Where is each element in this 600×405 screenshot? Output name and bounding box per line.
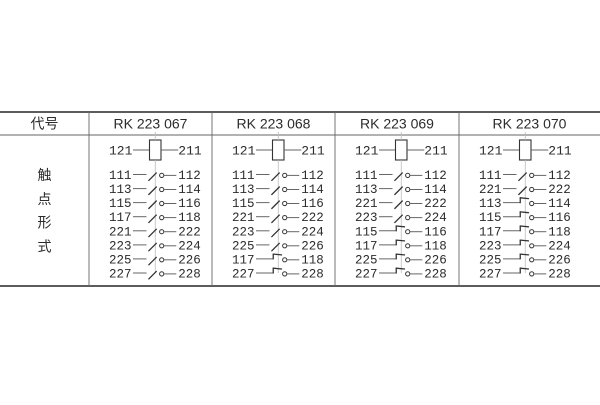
svg-text:221: 221 bbox=[109, 225, 132, 239]
svg-text:114: 114 bbox=[301, 183, 324, 197]
svg-text:112: 112 bbox=[424, 169, 447, 183]
svg-text:226: 226 bbox=[301, 239, 324, 253]
svg-text:228: 228 bbox=[301, 268, 324, 282]
svg-text:113: 113 bbox=[232, 183, 255, 197]
svg-text:代号: 代号 bbox=[31, 116, 59, 132]
svg-text:式: 式 bbox=[38, 238, 52, 254]
svg-text:211: 211 bbox=[424, 144, 448, 159]
svg-text:226: 226 bbox=[548, 253, 571, 267]
svg-text:224: 224 bbox=[301, 225, 324, 239]
svg-text:115: 115 bbox=[232, 197, 255, 211]
svg-text:223: 223 bbox=[355, 211, 378, 225]
svg-text:211: 211 bbox=[548, 144, 572, 159]
svg-text:222: 222 bbox=[424, 197, 447, 211]
svg-text:112: 112 bbox=[178, 169, 201, 183]
svg-text:222: 222 bbox=[178, 225, 201, 239]
svg-text:113: 113 bbox=[109, 183, 132, 197]
svg-text:224: 224 bbox=[178, 239, 201, 253]
svg-text:RK 223 069: RK 223 069 bbox=[360, 116, 434, 132]
svg-text:223: 223 bbox=[479, 239, 502, 253]
svg-text:121: 121 bbox=[109, 144, 133, 159]
svg-text:223: 223 bbox=[109, 239, 132, 253]
svg-text:117: 117 bbox=[479, 225, 502, 239]
svg-text:226: 226 bbox=[424, 253, 447, 267]
svg-text:225: 225 bbox=[232, 239, 255, 253]
svg-text:111: 111 bbox=[479, 169, 502, 183]
svg-text:225: 225 bbox=[109, 253, 132, 267]
svg-text:228: 228 bbox=[424, 268, 447, 282]
svg-text:113: 113 bbox=[479, 197, 502, 211]
svg-text:221: 221 bbox=[479, 183, 502, 197]
svg-text:225: 225 bbox=[479, 253, 502, 267]
svg-text:227: 227 bbox=[479, 268, 502, 282]
svg-text:115: 115 bbox=[109, 197, 132, 211]
svg-text:118: 118 bbox=[301, 253, 324, 267]
svg-text:117: 117 bbox=[109, 211, 132, 225]
svg-text:116: 116 bbox=[178, 197, 201, 211]
svg-text:226: 226 bbox=[178, 253, 201, 267]
svg-text:115: 115 bbox=[355, 225, 378, 239]
svg-text:225: 225 bbox=[355, 253, 378, 267]
svg-text:形: 形 bbox=[38, 215, 52, 231]
svg-text:121: 121 bbox=[479, 144, 503, 159]
svg-text:115: 115 bbox=[479, 211, 502, 225]
svg-text:RK 223 070: RK 223 070 bbox=[493, 116, 567, 132]
svg-text:117: 117 bbox=[355, 239, 378, 253]
svg-text:121: 121 bbox=[355, 144, 379, 159]
svg-text:211: 211 bbox=[178, 144, 202, 159]
svg-text:114: 114 bbox=[424, 183, 447, 197]
svg-text:RK 223 067: RK 223 067 bbox=[114, 116, 188, 132]
svg-text:221: 221 bbox=[232, 211, 255, 225]
svg-text:118: 118 bbox=[178, 211, 201, 225]
svg-text:121: 121 bbox=[232, 144, 256, 159]
svg-text:RK 223 068: RK 223 068 bbox=[237, 116, 311, 132]
svg-text:221: 221 bbox=[355, 197, 378, 211]
svg-text:触: 触 bbox=[38, 167, 52, 183]
svg-text:111: 111 bbox=[355, 169, 378, 183]
svg-text:211: 211 bbox=[301, 144, 325, 159]
svg-text:222: 222 bbox=[301, 211, 324, 225]
svg-text:227: 227 bbox=[232, 268, 255, 282]
svg-text:224: 224 bbox=[548, 239, 571, 253]
svg-text:228: 228 bbox=[548, 268, 571, 282]
svg-text:222: 222 bbox=[548, 183, 571, 197]
svg-text:113: 113 bbox=[355, 183, 378, 197]
svg-text:118: 118 bbox=[548, 225, 571, 239]
svg-text:228: 228 bbox=[178, 268, 201, 282]
svg-text:117: 117 bbox=[232, 253, 255, 267]
svg-text:111: 111 bbox=[232, 169, 255, 183]
svg-text:点: 点 bbox=[38, 191, 52, 207]
svg-text:111: 111 bbox=[109, 169, 132, 183]
svg-text:227: 227 bbox=[109, 268, 132, 282]
svg-text:116: 116 bbox=[301, 197, 324, 211]
svg-text:116: 116 bbox=[424, 225, 447, 239]
svg-text:114: 114 bbox=[178, 183, 201, 197]
svg-text:116: 116 bbox=[548, 211, 571, 225]
svg-text:118: 118 bbox=[424, 239, 447, 253]
svg-text:112: 112 bbox=[548, 169, 571, 183]
svg-text:224: 224 bbox=[424, 211, 447, 225]
svg-text:227: 227 bbox=[355, 268, 378, 282]
svg-text:114: 114 bbox=[548, 197, 571, 211]
svg-text:112: 112 bbox=[301, 169, 324, 183]
svg-text:223: 223 bbox=[232, 225, 255, 239]
